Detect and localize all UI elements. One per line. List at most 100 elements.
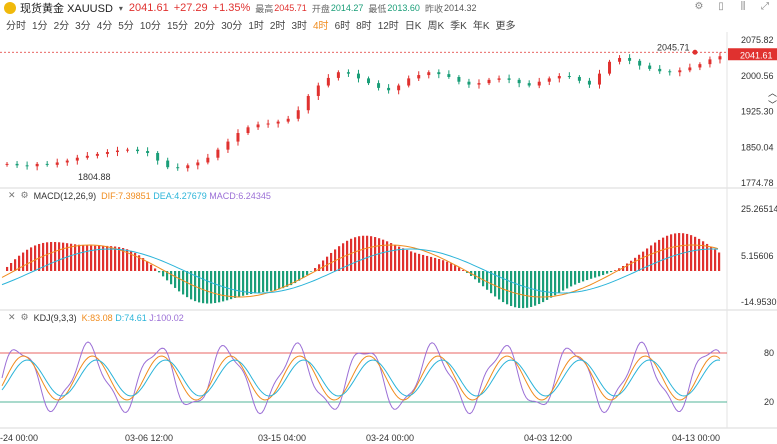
kdj-name: KDJ(9,3,3): [33, 312, 77, 323]
period-tab[interactable]: 周K: [427, 20, 445, 32]
macd-bar: [426, 255, 429, 271]
indicator-icon[interactable]: ⫼: [740, 1, 746, 12]
settings-icon[interactable]: ⚙: [20, 190, 29, 200]
current-price-dot: [692, 49, 698, 55]
macd-bar: [698, 238, 701, 271]
candle-body: [346, 72, 350, 74]
chevron-up-icon[interactable]: ︿: [768, 88, 777, 98]
candle-body: [608, 61, 612, 74]
macd-bar: [462, 270, 465, 271]
macd-bar: [558, 271, 561, 293]
macd-bar: [10, 263, 13, 271]
period-tab[interactable]: 季K: [450, 20, 467, 32]
macd-bar: [642, 251, 645, 271]
macd-bar: [154, 268, 157, 271]
k-line: [1, 355, 721, 401]
macd-bar: [90, 245, 93, 271]
period-tab[interactable]: 5分: [118, 20, 134, 32]
kdj-legend: ✕ ⚙ KDJ(9,3,3) K:83.08 D:74.61 J:100.02: [8, 312, 184, 323]
period-tab[interactable]: 20分: [194, 20, 216, 32]
candle-body: [397, 85, 401, 91]
period-tab[interactable]: 30分: [221, 20, 243, 32]
macd-bar: [398, 246, 401, 271]
dea-value: DEA:4.27679: [153, 190, 207, 201]
macd-bar: [626, 263, 629, 271]
period-tab[interactable]: 年K: [472, 20, 490, 32]
candle-body: [597, 73, 601, 85]
period-tab[interactable]: 分时: [6, 20, 26, 32]
macd-bar: [402, 248, 405, 271]
macd-bar: [706, 243, 709, 271]
close-icon[interactable]: ✕: [8, 312, 16, 322]
macd-bar: [490, 271, 493, 294]
macd-bar: [158, 271, 161, 273]
candle-body: [356, 73, 360, 79]
macd-bar: [78, 244, 81, 271]
macd-bar: [326, 256, 329, 271]
macd-bar: [198, 271, 201, 303]
low-label: 最低: [368, 3, 387, 14]
chevron-down-icon[interactable]: ▾: [118, 3, 123, 13]
period-tab[interactable]: 2分: [53, 20, 70, 32]
macd-bar: [270, 271, 273, 291]
period-tab[interactable]: 15分: [166, 20, 189, 32]
macd-bar: [138, 255, 141, 271]
macd-bar: [574, 271, 577, 285]
period-tab[interactable]: 1分: [32, 20, 48, 32]
period-tab[interactable]: 12时: [377, 20, 399, 32]
candle-style-icon[interactable]: ▯: [718, 1, 724, 12]
candle-body: [186, 165, 190, 169]
macd-bar: [666, 235, 669, 271]
fullscreen-icon[interactable]: ⤢: [761, 1, 769, 12]
macd-bar: [42, 242, 45, 271]
macd-bar: [534, 271, 537, 306]
period-tab[interactable]: 4时: [313, 20, 329, 32]
period-tab[interactable]: 10分: [139, 20, 161, 32]
close-icon[interactable]: ✕: [8, 190, 16, 200]
macd-bar: [714, 249, 717, 271]
candle-body: [547, 78, 551, 82]
chevron-down-icon[interactable]: ﹀: [768, 100, 777, 110]
macd-bar: [414, 252, 417, 271]
macd-bar: [294, 271, 297, 284]
macd-bar: [226, 271, 229, 301]
candle-body: [537, 81, 541, 86]
candle-body: [166, 160, 170, 168]
macd-bar: [46, 242, 49, 271]
period-tab[interactable]: 4分: [96, 20, 113, 32]
period-tab[interactable]: 3分: [75, 20, 91, 32]
candle-body: [447, 74, 451, 77]
last-price-tag: [728, 48, 777, 61]
candle-body: [668, 71, 672, 73]
instrument-name[interactable]: 现货黄金 XAUUSD: [20, 3, 113, 15]
period-tab[interactable]: 8时: [356, 20, 372, 32]
macd-tick-label: 25.26514: [741, 204, 777, 214]
macd-bar: [214, 271, 217, 304]
macd-bar: [94, 245, 97, 271]
period-tab[interactable]: 6时: [334, 20, 351, 32]
macd-bar: [562, 271, 565, 291]
settings-icon[interactable]: ⚙: [20, 312, 29, 322]
macd-bar: [518, 271, 521, 308]
price-tick-label: 1925.30: [741, 107, 774, 117]
period-tab[interactable]: 2时: [269, 20, 286, 32]
macd-bar: [594, 271, 597, 278]
period-tab[interactable]: 日K: [404, 20, 422, 32]
period-tab[interactable]: 3时: [291, 20, 307, 32]
macd-bar: [482, 271, 485, 287]
low-marker-label: 1804.88: [78, 172, 111, 182]
period-tab[interactable]: 更多: [495, 20, 516, 32]
macd-bar: [250, 271, 253, 294]
price-change: +27.29: [173, 2, 208, 14]
time-tick-label: 03-24 00:00: [366, 433, 414, 443]
macd-bar: [442, 260, 445, 271]
macd-bar: [134, 252, 137, 271]
open-label: 开盘: [311, 3, 330, 14]
macd-bar: [318, 264, 321, 271]
candle-body: [45, 163, 49, 165]
settings-icon[interactable]: ⚙: [694, 1, 704, 12]
candle-body: [628, 57, 632, 61]
period-tab[interactable]: 1时: [248, 20, 264, 32]
macd-bar: [306, 271, 309, 275]
